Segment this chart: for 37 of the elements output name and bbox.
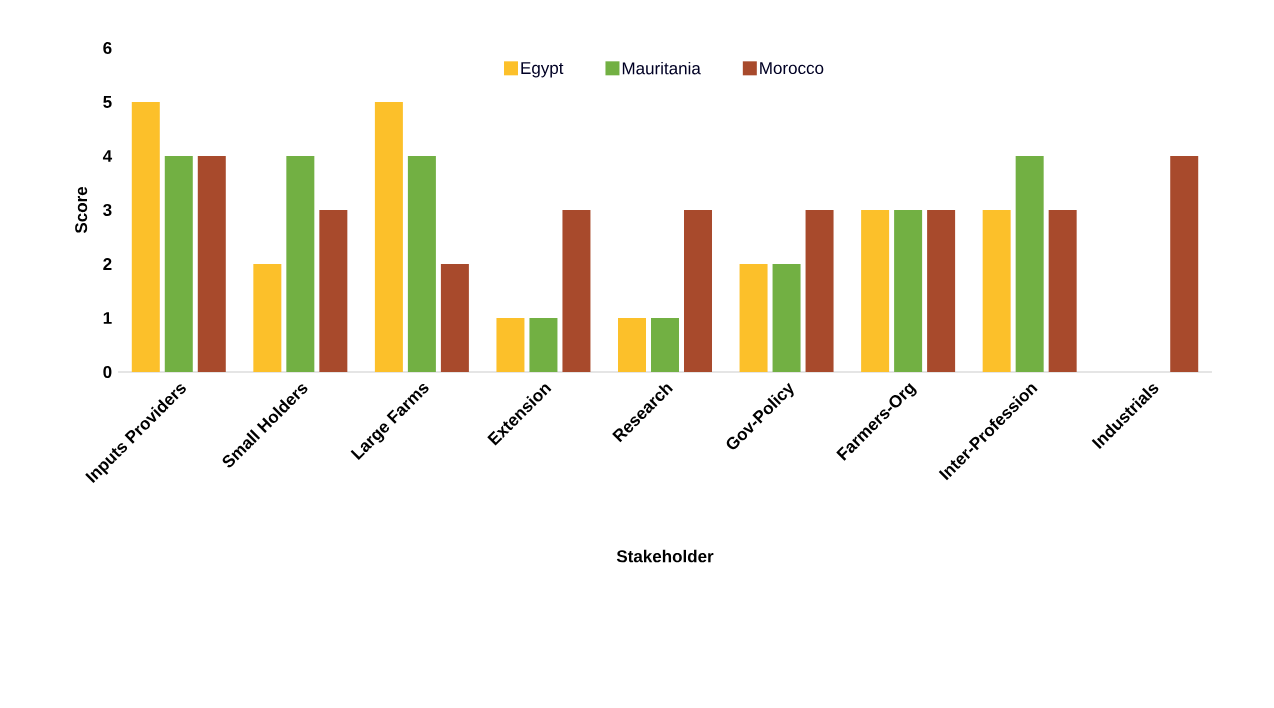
y-tick-label: 0 [103, 365, 112, 379]
bar [772, 263, 801, 372]
bar [319, 209, 348, 372]
bar [253, 263, 282, 372]
bar [684, 209, 712, 372]
legend-label: Egypt [521, 62, 564, 78]
y-tick-label: 1 [103, 312, 112, 324]
bar [496, 317, 525, 372]
bar [286, 155, 315, 372]
bar [407, 155, 436, 372]
bar [164, 155, 193, 372]
bar [1170, 155, 1199, 372]
bar [1048, 209, 1077, 372]
bar [529, 317, 558, 372]
bar [739, 263, 768, 372]
bar [131, 101, 160, 372]
legend-label: Morocco [760, 62, 824, 75]
bar [1015, 155, 1044, 372]
bar [894, 209, 923, 372]
legend-label: Mauritania [622, 61, 701, 75]
y-tick-label: 6 [103, 41, 112, 55]
bar [197, 155, 226, 372]
bar [618, 317, 646, 372]
bar [651, 317, 679, 372]
bar [927, 209, 956, 372]
bar [982, 209, 1011, 372]
y-tick-label: 2 [103, 258, 112, 270]
bar [805, 209, 834, 372]
bar [374, 101, 403, 372]
bar [440, 263, 469, 372]
y-axis-title: Score [75, 186, 88, 234]
bar [861, 209, 890, 372]
y-tick-label: 3 [103, 203, 112, 217]
bar [562, 209, 591, 372]
x-axis-title: Stakeholder [616, 549, 714, 563]
y-tick-label: 4 [102, 150, 113, 162]
y-tick-label: 5 [103, 96, 112, 108]
